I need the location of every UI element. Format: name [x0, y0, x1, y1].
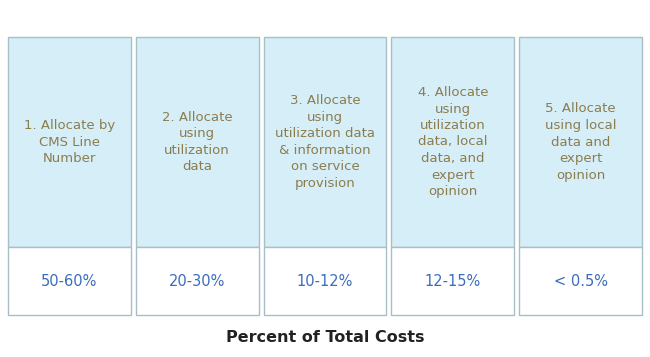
- Bar: [8, 37, 131, 247]
- Bar: [264, 37, 386, 247]
- Text: 4. Allocate
using
utilization
data, local
data, and
expert
opinion: 4. Allocate using utilization data, loca…: [417, 86, 488, 198]
- Text: 3. Allocate
using
utilization data
& information
on service
provision: 3. Allocate using utilization data & inf…: [275, 94, 375, 190]
- Text: 50-60%: 50-60%: [41, 273, 98, 288]
- Bar: [136, 37, 259, 247]
- Bar: [391, 247, 514, 315]
- Bar: [519, 37, 642, 247]
- Text: 10-12%: 10-12%: [297, 273, 353, 288]
- Text: 12-15%: 12-15%: [424, 273, 481, 288]
- Bar: [8, 247, 131, 315]
- Text: 20-30%: 20-30%: [169, 273, 226, 288]
- Text: 5. Allocate
using local
data and
expert
opinion: 5. Allocate using local data and expert …: [545, 102, 616, 181]
- Text: Percent of Total Costs: Percent of Total Costs: [226, 331, 424, 346]
- Bar: [136, 247, 259, 315]
- Bar: [519, 247, 642, 315]
- Bar: [264, 247, 386, 315]
- Text: < 0.5%: < 0.5%: [554, 273, 608, 288]
- Bar: [391, 37, 514, 247]
- Text: 2. Allocate
using
utilization
data: 2. Allocate using utilization data: [162, 111, 233, 173]
- Text: 1. Allocate by
CMS Line
Number: 1. Allocate by CMS Line Number: [24, 119, 115, 165]
